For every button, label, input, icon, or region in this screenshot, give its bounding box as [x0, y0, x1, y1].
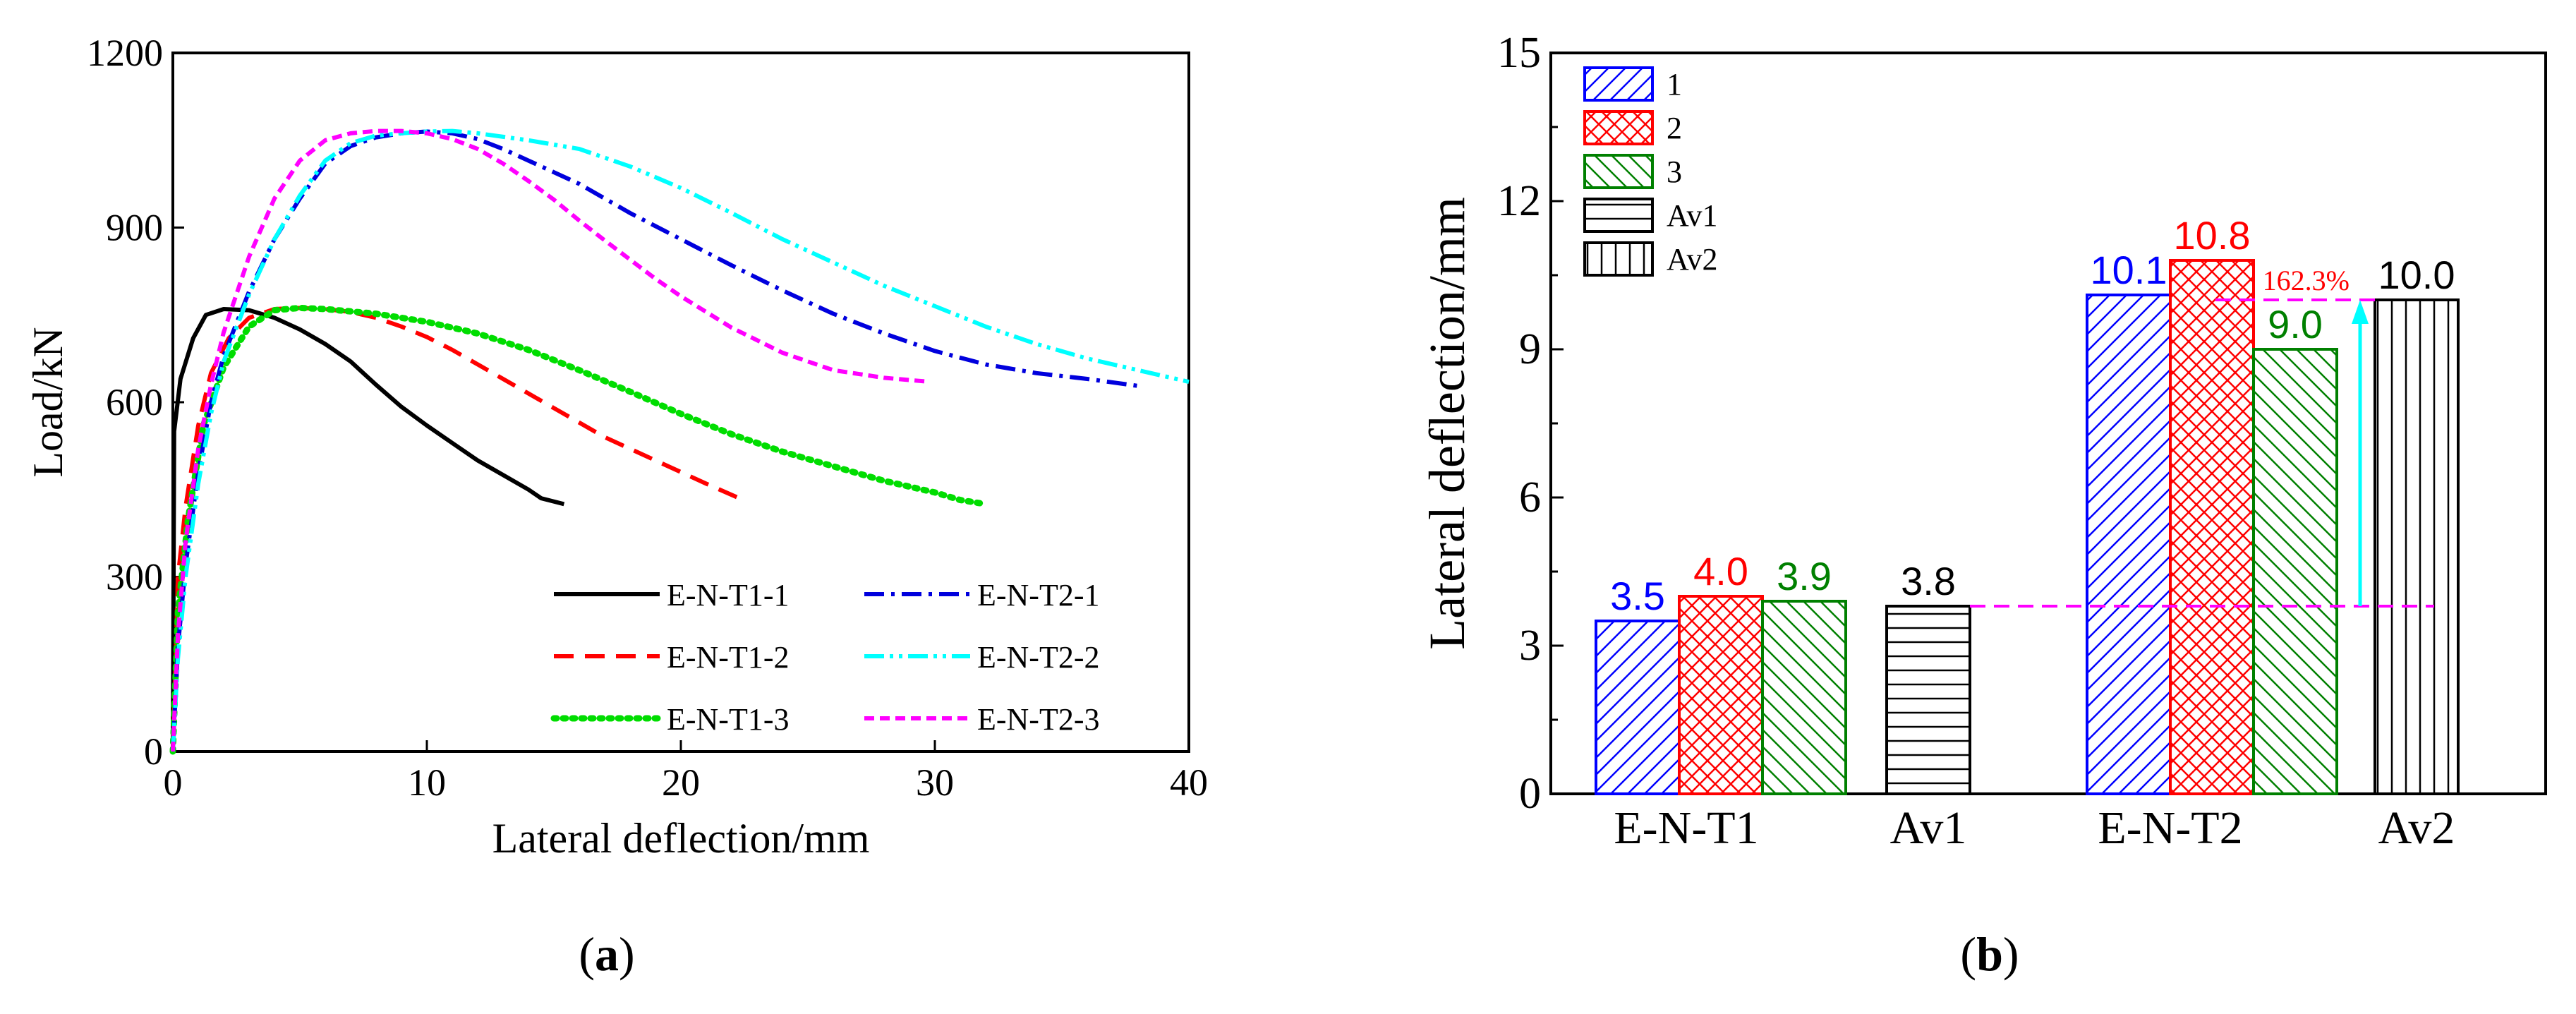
- y-tick-label-b: 12: [1497, 177, 1541, 225]
- legend-a: E-N-T1-1 E-N-T2-1 E-N-T1-2 E-N-T2-2 E-N-T1-3…: [550, 578, 1100, 737]
- legend-label-b: Av1: [1667, 198, 1718, 233]
- axis-ticks-a: 0 10 20 30 40 0 300 600 900 1200: [87, 32, 1208, 804]
- legend-label-b: 2: [1667, 111, 1682, 145]
- x-tick-label-b: E-N-T2: [2098, 802, 2242, 854]
- x-tick-label-a: 20: [662, 761, 700, 804]
- legend-label-a: E-N-T2-3: [977, 702, 1100, 737]
- x-tick-label-a: 0: [164, 761, 183, 804]
- series-lines-a: [169, 128, 1190, 755]
- legend-label-b: 1: [1667, 67, 1682, 102]
- bar-av1-av1: [1885, 605, 1971, 795]
- bar-value-label: 10.0: [2378, 253, 2455, 297]
- series-line-e-n-t1-2: [171, 306, 741, 752]
- bar-e-n-t1-2: [1678, 595, 1764, 795]
- bar-e-n-t1-1: [1595, 620, 1681, 795]
- bar-value-label: 10.1: [2091, 248, 2167, 292]
- x-tick-label-b: Av1: [1890, 802, 1967, 854]
- legend-label-b: 3: [1667, 155, 1682, 189]
- y-tick-label-b: 15: [1497, 29, 1541, 77]
- legend-label-b: Av2: [1667, 242, 1718, 277]
- bar-value-label: 4.0: [1693, 549, 1748, 593]
- y-tick-label-b: 9: [1519, 325, 1541, 373]
- y-axis-label-b: Lateral deflection/mm: [1419, 197, 1475, 650]
- x-tick-label-a: 10: [408, 761, 446, 804]
- bar-e-n-t2-1: [2086, 294, 2172, 795]
- legend-swatch-b: [1583, 198, 1654, 233]
- panel-a-line-chart: 0 10 20 30 40 0 300 600 900 1200 E-N-T1-1 E-N-T2-1…: [25, 32, 1208, 981]
- bar-value-label: 3.9: [1777, 554, 1832, 598]
- x-tick-label-b: E-N-T1: [1614, 802, 1758, 854]
- legend-label-a: E-N-T1-3: [667, 702, 790, 737]
- panel-label-a: (a): [579, 927, 634, 981]
- legend-swatch-b: [1583, 66, 1654, 102]
- series-line-e-n-t1-3: [169, 304, 989, 755]
- legend-swatch-b: [1583, 110, 1654, 145]
- bar-e-n-t2-2: [2169, 259, 2255, 795]
- series-line-e-n-t2-2: [171, 128, 1190, 752]
- x-tick-label-a: 30: [916, 761, 954, 804]
- y-axis-label-a: Load/kN: [25, 327, 71, 477]
- x-axis-label-a: Lateral deflection/mm: [492, 815, 870, 862]
- bar-e-n-t2-3: [2252, 348, 2338, 795]
- legend-label-a: E-N-T2-2: [977, 640, 1100, 675]
- legend-swatch-b: [1583, 154, 1654, 189]
- bar-value-label: 9.0: [2268, 302, 2323, 346]
- series-line-e-n-t2-1: [171, 129, 1139, 752]
- series-line-e-n-t1-1: [171, 307, 565, 752]
- legend-swatch-b: [1583, 241, 1654, 277]
- legend-label-a: E-N-T1-1: [667, 578, 790, 612]
- bar-value-label: 3.5: [1610, 574, 1665, 618]
- arrow-head-icon: [2352, 300, 2369, 324]
- y-tick-label-b: 6: [1519, 473, 1541, 521]
- y-tick-label-a: 0: [144, 730, 163, 773]
- y-tick-label-a: 1200: [87, 32, 163, 74]
- x-tick-label-b: Av2: [2378, 802, 2455, 854]
- y-tick-label-b: 0: [1519, 770, 1541, 818]
- y-tick-label-a: 600: [106, 381, 163, 423]
- x-tick-label-a: 40: [1170, 761, 1208, 804]
- legend-label-a: E-N-T1-2: [667, 640, 790, 675]
- y-tick-label-b: 3: [1519, 622, 1541, 670]
- annotation-b: 162.3%: [1970, 265, 2434, 608]
- y-tick-label-a: 300: [106, 556, 163, 598]
- series-line-e-n-t2-3: [171, 128, 931, 752]
- y-tick-label-a: 900: [106, 207, 163, 249]
- bar-value-label: 3.8: [1901, 559, 1956, 603]
- increase-percentage-label: 162.3%: [2263, 265, 2350, 296]
- bar-av2-av2: [2374, 298, 2460, 795]
- bar-e-n-t1-3: [1761, 600, 1847, 795]
- panel-label-b: (b): [1960, 927, 2019, 981]
- bar-value-label: 10.8: [2174, 213, 2251, 258]
- bars-b: 3.5 4.0 3.9 3.8 10.110.8 9.0 10.0: [1595, 213, 2460, 795]
- legend-b: 1 2 3 Av1 Av2: [1583, 66, 1718, 277]
- legend-label-a: E-N-T2-1: [977, 578, 1100, 612]
